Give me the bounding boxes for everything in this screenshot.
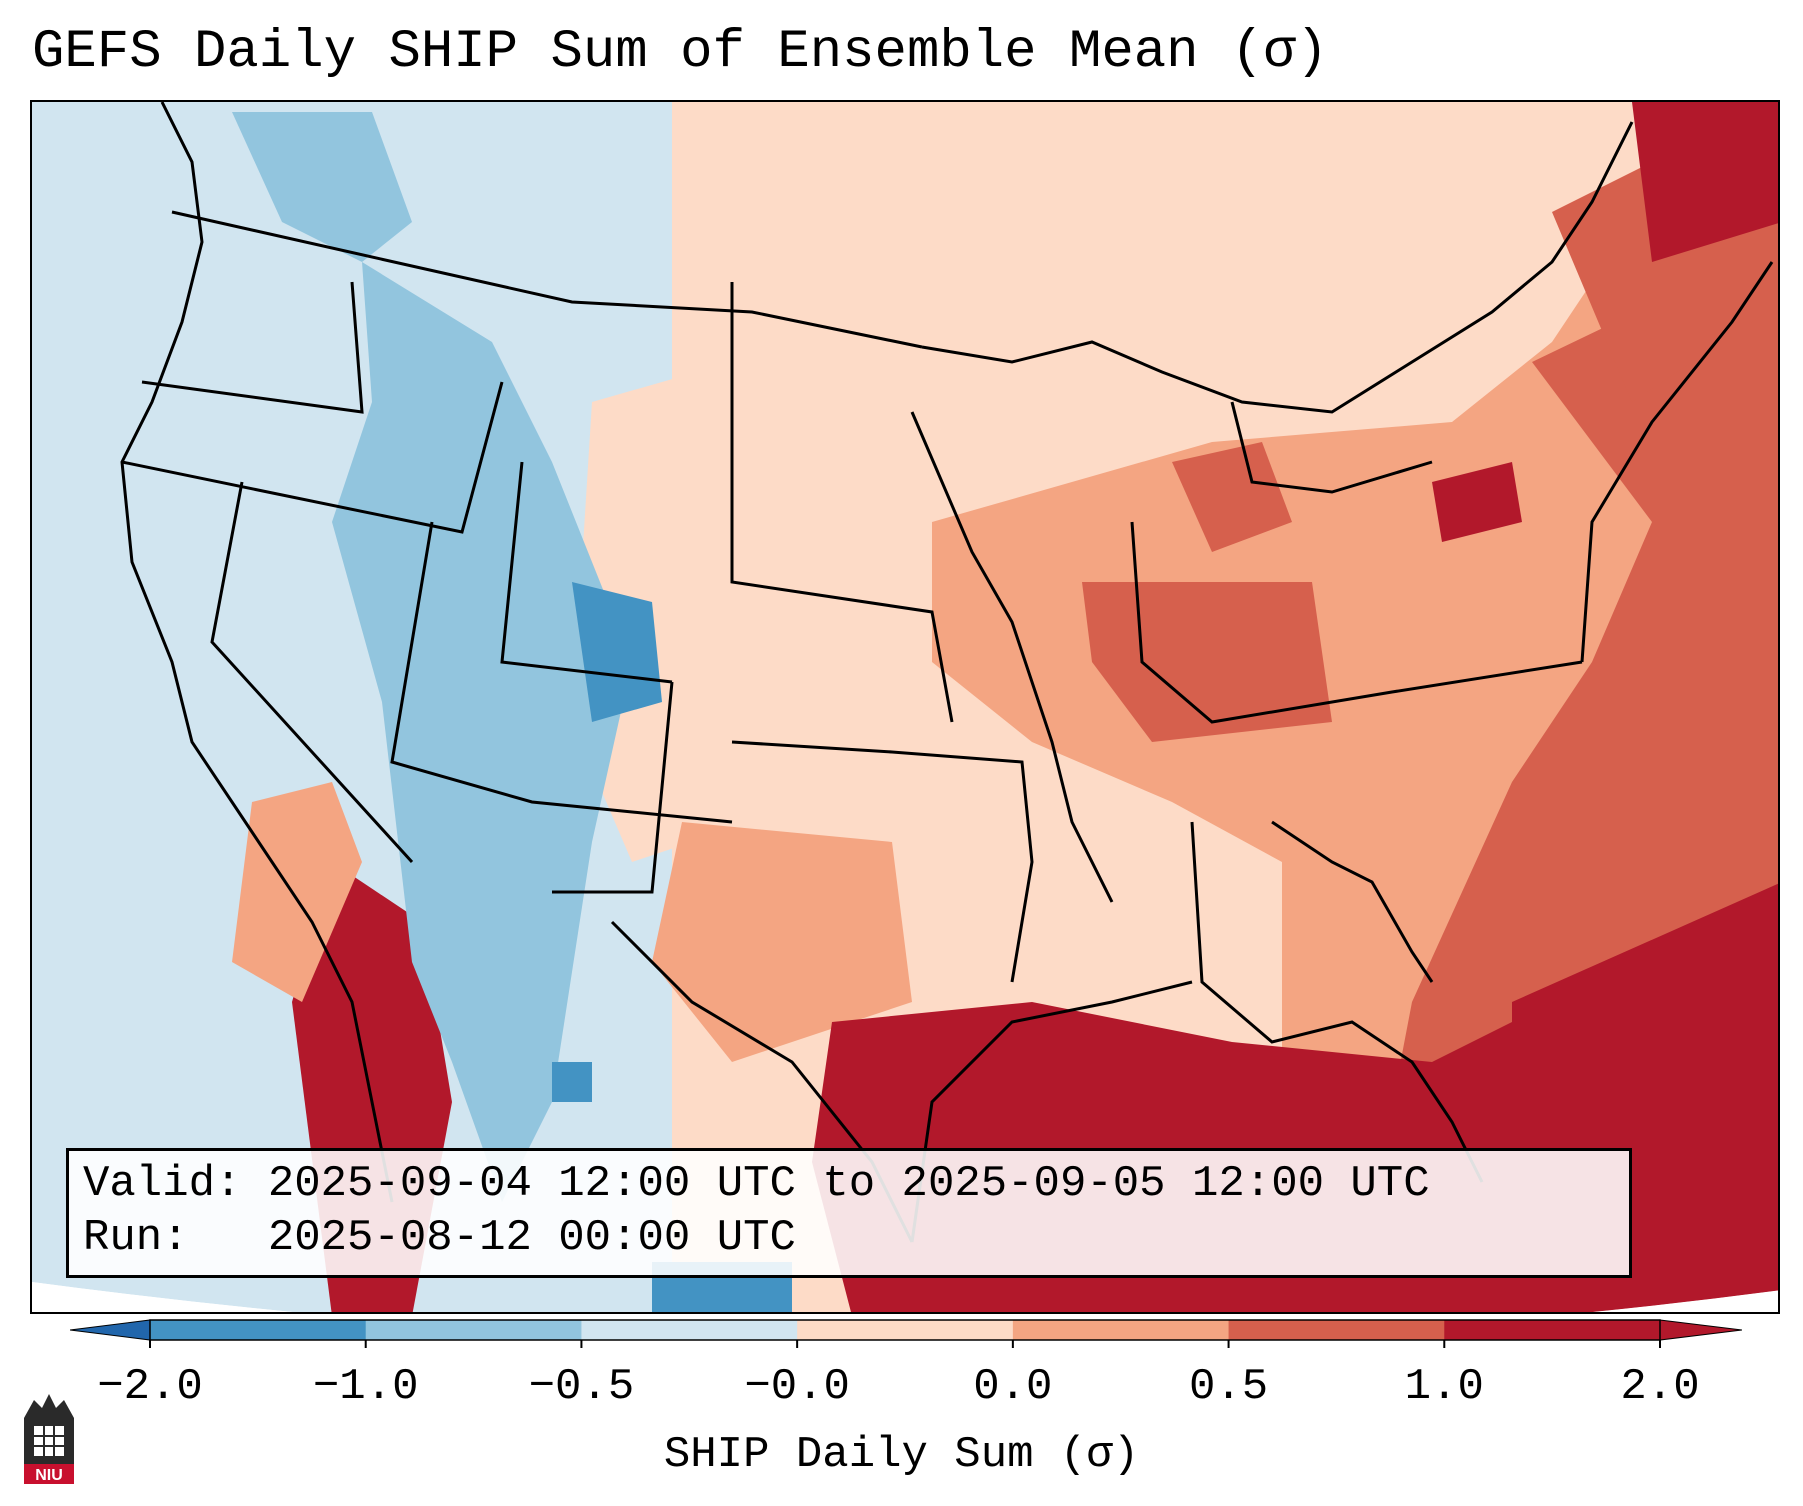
colorbar-segment bbox=[1444, 1320, 1661, 1340]
logo-banner-icon bbox=[24, 1464, 74, 1484]
colorbar-over-arrow bbox=[1659, 1319, 1742, 1341]
oregon-washington bbox=[141, 281, 364, 414]
southeast-states bbox=[1271, 820, 1434, 983]
colorbar-segment bbox=[150, 1320, 367, 1340]
wyoming-colorado bbox=[500, 461, 673, 684]
colorbar bbox=[70, 1319, 1742, 1348]
field-extreme-positive-maine bbox=[1632, 102, 1778, 262]
field-negative-intermountain bbox=[332, 262, 632, 1202]
pacific-coastline bbox=[120, 102, 394, 1203]
field-strong-negative-sierra bbox=[552, 1062, 592, 1102]
valid-time-box: Valid: 2025-09-04 12:00 UTC to 2025-09-0… bbox=[66, 1148, 1632, 1278]
field-extreme-positive-erie bbox=[1432, 462, 1522, 542]
california-nevada bbox=[210, 481, 414, 864]
great-plains bbox=[730, 282, 954, 723]
field-strong-positive-indiana bbox=[1082, 582, 1332, 742]
field-strong-positive-michigan bbox=[1172, 442, 1292, 552]
colorbar-tick-label: 1.0 bbox=[1404, 1362, 1484, 1412]
field-negative-northwest bbox=[232, 112, 412, 262]
utah-arizona bbox=[390, 521, 733, 824]
map-canvas bbox=[32, 102, 1778, 1312]
colorbar-outline bbox=[149, 1319, 1661, 1341]
map-panel bbox=[30, 100, 1780, 1314]
idaho-nevada bbox=[121, 381, 504, 534]
field-moderate-positive-texas bbox=[652, 822, 912, 1062]
mississippi-river bbox=[910, 411, 1114, 903]
colorbar-tick-label: −1.0 bbox=[312, 1362, 419, 1412]
map-title: GEFS Daily SHIP Sum of Ensemble Mean (σ) bbox=[32, 22, 1329, 83]
projection-edge bbox=[32, 1282, 1778, 1312]
colorbar-tick-label: −0.5 bbox=[528, 1362, 635, 1412]
logo-window-icon bbox=[34, 1426, 64, 1456]
great-lakes-outline bbox=[1230, 401, 1433, 494]
run-time-line: Run: 2025-08-12 00:00 UTC bbox=[83, 1213, 796, 1263]
field-moderate-positive-socal bbox=[232, 782, 362, 1002]
logo-text: NIU bbox=[35, 1467, 63, 1484]
colorbar-tick-label: −2.0 bbox=[97, 1362, 203, 1412]
canada-border-east bbox=[921, 121, 1634, 414]
colorbar-segment bbox=[1012, 1320, 1230, 1340]
valid-time-line: Valid: 2025-09-04 12:00 UTC to 2025-09-0… bbox=[83, 1159, 1430, 1209]
colorbar-segment bbox=[581, 1320, 798, 1340]
colorbar-label: SHIP Daily Sum (σ) bbox=[663, 1430, 1140, 1480]
colorbar-segments bbox=[70, 1319, 1742, 1341]
colorbar-ticks bbox=[149, 1340, 1661, 1348]
new-mexico bbox=[552, 681, 674, 894]
anomaly-field bbox=[32, 102, 1778, 1312]
colorbar-segment bbox=[365, 1320, 582, 1340]
logo-window-grid-icon bbox=[34, 1426, 64, 1456]
ohio-river bbox=[1130, 521, 1583, 724]
colorbar-segment bbox=[1228, 1320, 1445, 1340]
colorbar-segment bbox=[797, 1320, 1014, 1340]
gulf-coastline-east bbox=[1190, 821, 1484, 1183]
field-weak-positive-west bbox=[572, 362, 752, 862]
colorbar-tick-label: 2.0 bbox=[1620, 1362, 1700, 1412]
field-strong-negative-colorado bbox=[572, 582, 662, 722]
atlantic-coastline bbox=[1580, 261, 1774, 663]
canada-border-west bbox=[171, 210, 923, 349]
niu-logo: NIU bbox=[24, 1394, 74, 1484]
colorbar-under-arrow bbox=[70, 1319, 151, 1341]
colorbar-tick-label: 0.0 bbox=[973, 1362, 1053, 1412]
oklahoma-texas bbox=[731, 740, 1034, 983]
colorbar-tick-label: 0.5 bbox=[1188, 1362, 1269, 1412]
colorbar-tick-label: −0.0 bbox=[744, 1362, 850, 1412]
